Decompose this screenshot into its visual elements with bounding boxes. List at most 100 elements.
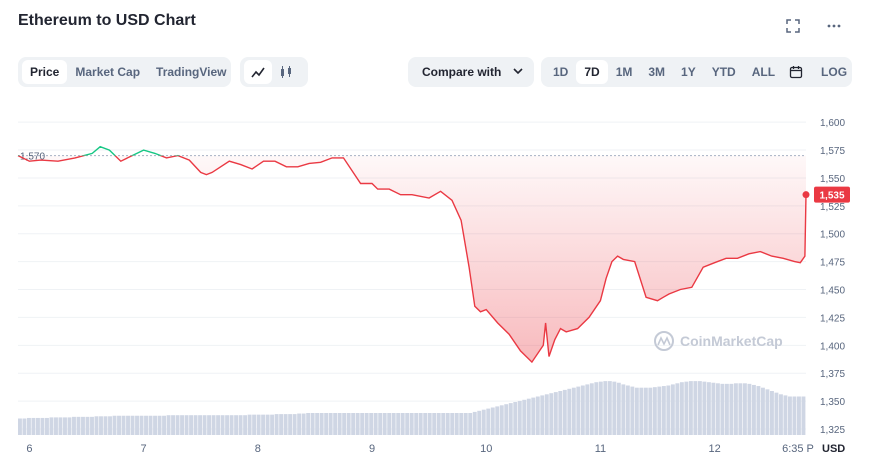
volume-bar (675, 383, 680, 435)
x-tick-label: 6 (26, 443, 32, 455)
volume-bar (648, 387, 653, 435)
volume-bar (513, 402, 518, 435)
volume-bar (711, 382, 716, 435)
volume-bar (40, 417, 45, 435)
volume-bar (589, 383, 594, 435)
volume-bar (99, 416, 103, 435)
volume-bar (76, 416, 81, 435)
compare-with-dropdown[interactable]: Compare with (408, 57, 534, 87)
volume-bar (450, 413, 455, 435)
volume-bar (603, 381, 608, 435)
volume-bars (18, 381, 806, 435)
volume-bar (36, 417, 40, 435)
volume-bar (324, 413, 329, 435)
volume-bar (490, 407, 495, 435)
volume-bar (792, 396, 797, 435)
volume-bar (117, 415, 121, 435)
volume-bar (783, 395, 788, 435)
range-7d[interactable]: 7D (576, 60, 608, 84)
current-price-dot (802, 191, 810, 199)
volume-bar (184, 415, 189, 435)
volume-bar (94, 416, 99, 435)
volume-bar (238, 415, 243, 435)
range-ytd[interactable]: YTD (711, 65, 736, 79)
volume-bar (292, 414, 297, 435)
price-line (17, 145, 807, 364)
volume-bar (702, 381, 707, 435)
y-tick-label: 1,425 (820, 313, 845, 324)
volume-bar (126, 415, 130, 435)
volume-bar (657, 386, 662, 435)
price-area-fill (18, 155, 806, 363)
volume-bar (760, 387, 765, 435)
volume-bar (234, 415, 239, 435)
volume-bar (706, 382, 711, 435)
volume-bar (193, 415, 198, 435)
tab-price[interactable]: Price (22, 60, 68, 84)
volume-bar (85, 416, 90, 435)
volume-bar (207, 415, 212, 435)
volume-bar (297, 413, 302, 435)
volume-bar (769, 391, 774, 435)
range-1y[interactable]: 1Y (681, 65, 696, 79)
volume-bar (729, 383, 734, 435)
volume-bar (598, 381, 603, 435)
tab-tradingview[interactable]: TradingView (156, 65, 227, 79)
y-tick-label: 1,575 (820, 146, 845, 157)
volume-bar (693, 381, 698, 435)
volume-bar (468, 413, 473, 435)
volume-bar (31, 417, 36, 435)
volume-bar (576, 386, 581, 435)
volume-bar (189, 415, 194, 435)
tab-market-cap[interactable]: Market Cap (75, 65, 141, 79)
log-toggle[interactable]: LOG (821, 65, 848, 79)
volume-bar (243, 415, 248, 435)
volume-bar (283, 414, 288, 435)
expand-icon[interactable] (785, 18, 801, 34)
volume-bar (661, 386, 666, 435)
volume-bar (720, 383, 725, 435)
range-all[interactable]: ALL (751, 65, 776, 79)
volume-bar (382, 413, 387, 435)
volume-bar (337, 413, 342, 435)
volume-bar (724, 383, 729, 435)
candlestick-button[interactable] (272, 60, 300, 84)
volume-bar (594, 382, 599, 435)
volume-bar (666, 385, 671, 435)
volume-bar (571, 387, 576, 435)
volume-bar (540, 395, 545, 435)
more-icon[interactable] (826, 18, 842, 34)
volume-bar (355, 413, 360, 435)
volume-bar (391, 413, 396, 435)
volume-bar (328, 413, 333, 435)
volume-bar (135, 415, 139, 435)
range-3m[interactable]: 3M (648, 65, 666, 79)
volume-bar (112, 415, 117, 435)
chart-style-toggle (240, 57, 308, 87)
volume-bar (166, 415, 171, 435)
volume-bar (522, 399, 527, 435)
y-tick-label: 1,550 (820, 174, 845, 185)
range-1d[interactable]: 1D (553, 65, 569, 79)
volume-bar (18, 418, 22, 435)
volume-bar (310, 413, 315, 435)
volume-bar (171, 415, 175, 435)
x-tick-label: 6:35 P (782, 443, 814, 455)
volume-bar (796, 396, 801, 435)
volume-bar (261, 414, 266, 435)
volume-bar (265, 414, 270, 435)
volume-bar (369, 413, 374, 435)
volume-bar (418, 413, 423, 435)
range-1m[interactable]: 1M (615, 65, 633, 79)
volume-bar (630, 386, 635, 435)
volume-bar (463, 413, 468, 435)
calendar-button[interactable] (783, 60, 809, 84)
line-chart-button[interactable] (244, 60, 272, 84)
x-tick-label: 10 (480, 443, 492, 455)
current-price-label: 1,535 (819, 191, 844, 202)
volume-bar (180, 415, 185, 435)
volume-bar (72, 416, 76, 435)
volume-bar (279, 414, 284, 435)
x-tick-label: 9 (369, 443, 375, 455)
volume-bar (787, 396, 792, 435)
